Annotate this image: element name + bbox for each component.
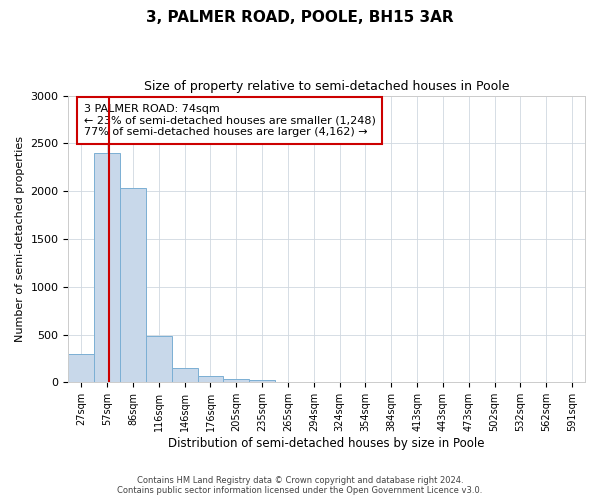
Y-axis label: Number of semi-detached properties: Number of semi-detached properties <box>15 136 25 342</box>
Bar <box>146 336 172 382</box>
Bar <box>94 153 120 382</box>
Bar <box>223 379 249 382</box>
Text: Contains HM Land Registry data © Crown copyright and database right 2024.
Contai: Contains HM Land Registry data © Crown c… <box>118 476 482 495</box>
X-axis label: Distribution of semi-detached houses by size in Poole: Distribution of semi-detached houses by … <box>169 437 485 450</box>
Text: 3, PALMER ROAD, POOLE, BH15 3AR: 3, PALMER ROAD, POOLE, BH15 3AR <box>146 10 454 25</box>
Bar <box>172 368 197 382</box>
Bar <box>249 380 275 382</box>
Bar <box>68 354 94 382</box>
Text: 3 PALMER ROAD: 74sqm
← 23% of semi-detached houses are smaller (1,248)
77% of se: 3 PALMER ROAD: 74sqm ← 23% of semi-detac… <box>84 104 376 138</box>
Title: Size of property relative to semi-detached houses in Poole: Size of property relative to semi-detach… <box>144 80 509 93</box>
Bar <box>120 188 146 382</box>
Bar <box>197 376 223 382</box>
